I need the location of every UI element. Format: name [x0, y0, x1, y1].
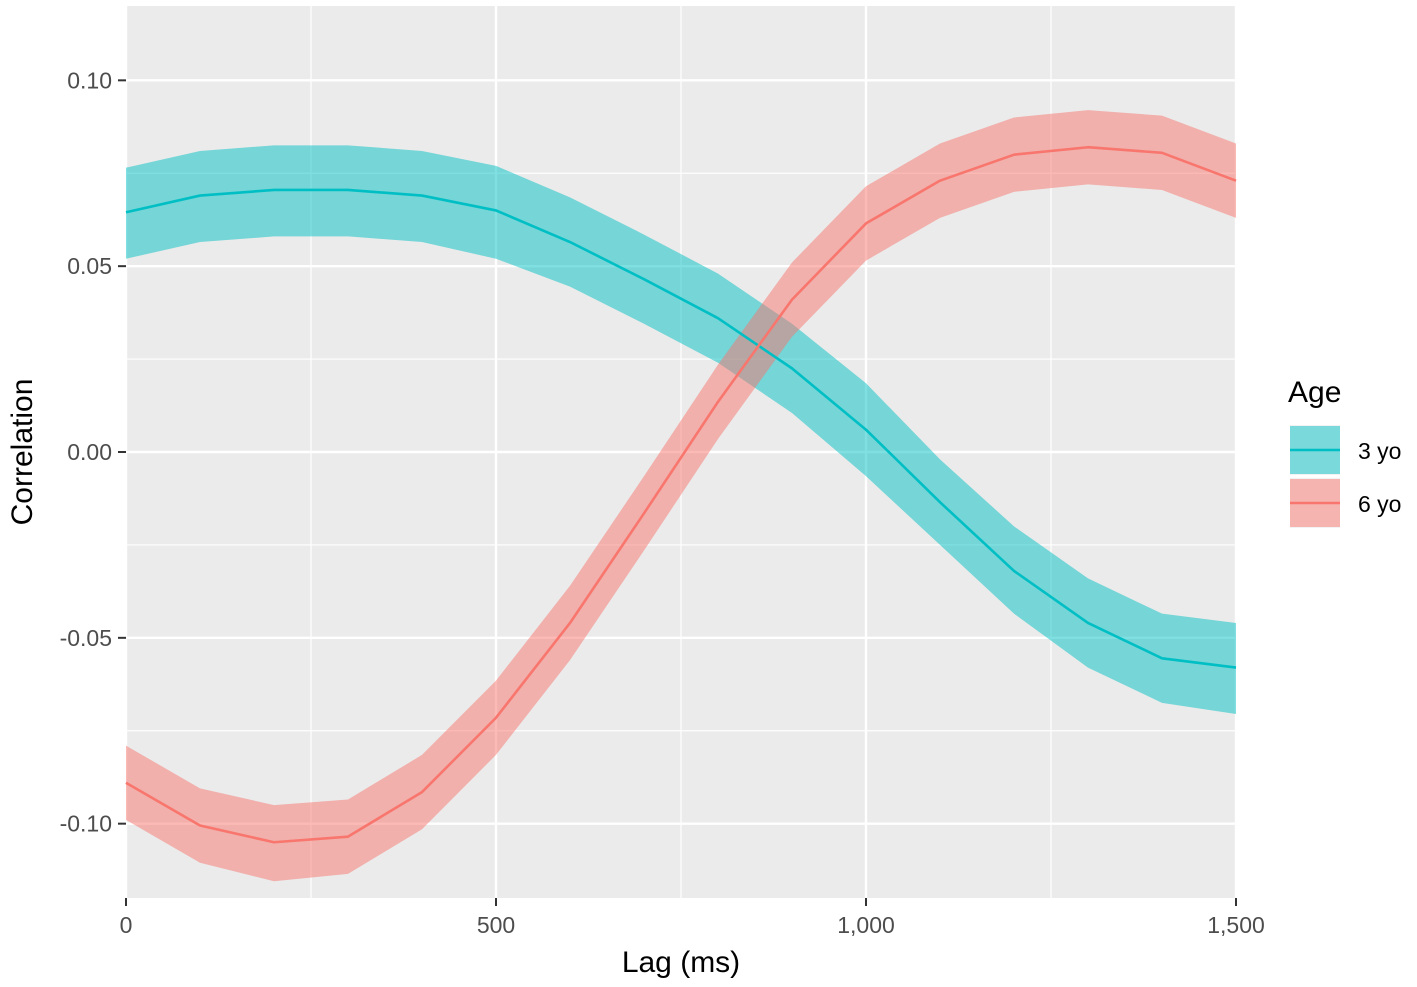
confidence-bands: [126, 110, 1236, 882]
series-line-3-yo: [125, 188, 1237, 669]
x-tick-label: 500: [477, 912, 515, 938]
legend-label-6-yo: 6 yo: [1358, 491, 1401, 517]
x-axis: 0 500 1,000 1,500: [120, 898, 1265, 938]
x-axis-title: Lag (ms): [622, 946, 740, 979]
x-tick-label: 0: [120, 912, 133, 938]
legend: Age 3 yo 6 yo: [1288, 376, 1401, 528]
legend-label-3-yo: 3 yo: [1358, 438, 1401, 464]
ci-band-3-yo: [126, 145, 1236, 715]
y-tick-label: 0.10: [67, 67, 112, 93]
y-axis: -0.10 -0.05 0.00 0.05 0.10: [60, 67, 126, 837]
series-line-6-yo: [125, 145, 1237, 844]
y-tick-label: 0.05: [67, 253, 112, 279]
ci-band-6-yo: [126, 110, 1236, 882]
x-tick-label: 1,000: [837, 912, 895, 938]
y-tick-label: -0.05: [60, 625, 112, 651]
legend-title: Age: [1288, 376, 1341, 409]
y-tick-label: 0.00: [67, 439, 112, 465]
x-tick-label: 1,500: [1207, 912, 1265, 938]
y-axis-title: Correlation: [6, 379, 39, 526]
series-lines: [125, 145, 1237, 844]
y-tick-label: -0.10: [60, 811, 112, 837]
